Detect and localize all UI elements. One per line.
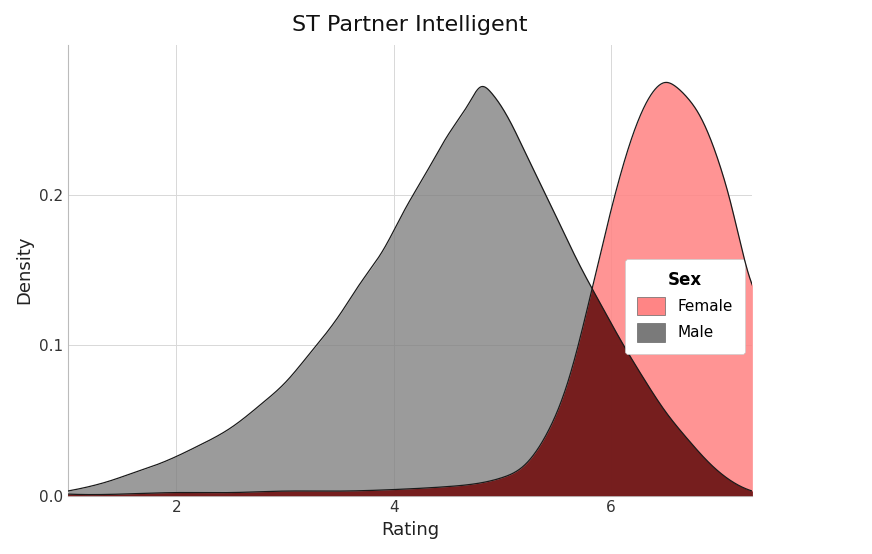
Legend: Female, Male: Female, Male	[625, 259, 745, 354]
X-axis label: Rating: Rating	[381, 521, 439, 539]
Title: ST Partner Intelligent: ST Partner Intelligent	[292, 15, 528, 35]
Y-axis label: Density: Density	[15, 236, 33, 305]
